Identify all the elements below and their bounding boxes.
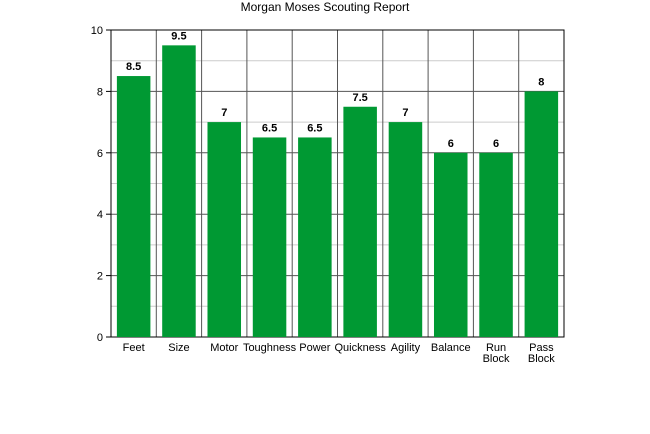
- data-label: 7: [402, 107, 408, 119]
- y-tick-label: 2: [97, 271, 103, 283]
- bar-quickness: [343, 106, 377, 337]
- bar-motor: [207, 122, 242, 337]
- bar-size: [162, 45, 196, 337]
- x-tick-label: Feet: [123, 342, 145, 354]
- y-tick-label: 10: [91, 25, 103, 37]
- data-labels: 8.5 9.5 7 6.5 6.5 7.5 7 6 6 8: [126, 30, 544, 149]
- y-tick-label: 8: [97, 86, 103, 98]
- x-tick-label: Pass Block: [528, 342, 555, 365]
- x-axis: Feet Size Motor Toughness Power Quickness Agil…: [123, 342, 556, 365]
- data-label: 7.5: [353, 92, 368, 104]
- bar-run-block: [479, 152, 513, 337]
- bar-feet: [116, 76, 151, 338]
- x-tick-label: Run Block: [483, 342, 510, 365]
- y-tick-label: 6: [97, 148, 103, 160]
- bar-balance: [433, 152, 468, 337]
- bar-toughness: [252, 137, 287, 337]
- x-tick-label: Quickness: [334, 342, 386, 354]
- bar-pass-block: [524, 91, 559, 338]
- x-tick-label: Power: [299, 342, 331, 354]
- data-label: 8: [538, 76, 544, 88]
- bar-power: [298, 137, 332, 337]
- data-label: 8.5: [126, 61, 141, 73]
- y-tick-label: 4: [97, 209, 103, 221]
- data-label: 6.5: [262, 122, 277, 134]
- bars: [116, 45, 559, 338]
- data-label: 6: [448, 138, 454, 150]
- data-label: 7: [221, 107, 227, 119]
- data-label: 6: [493, 138, 499, 150]
- bar-agility: [388, 122, 423, 337]
- x-tick-label: Size: [168, 342, 189, 354]
- data-label: 6.5: [307, 122, 322, 134]
- data-label: 9.5: [171, 30, 186, 42]
- y-axis: 0 2 4 6 8 10: [91, 25, 111, 344]
- y-tick-label: 0: [97, 332, 103, 344]
- x-tick-label: Agility: [391, 342, 421, 354]
- x-tick-label: Motor: [210, 342, 238, 354]
- chart-title: Morgan Moses Scouting Report: [241, 0, 410, 14]
- x-tick-label: Balance: [431, 342, 471, 354]
- plot-frame: [110, 29, 565, 338]
- x-tick-label: Toughness: [243, 342, 297, 354]
